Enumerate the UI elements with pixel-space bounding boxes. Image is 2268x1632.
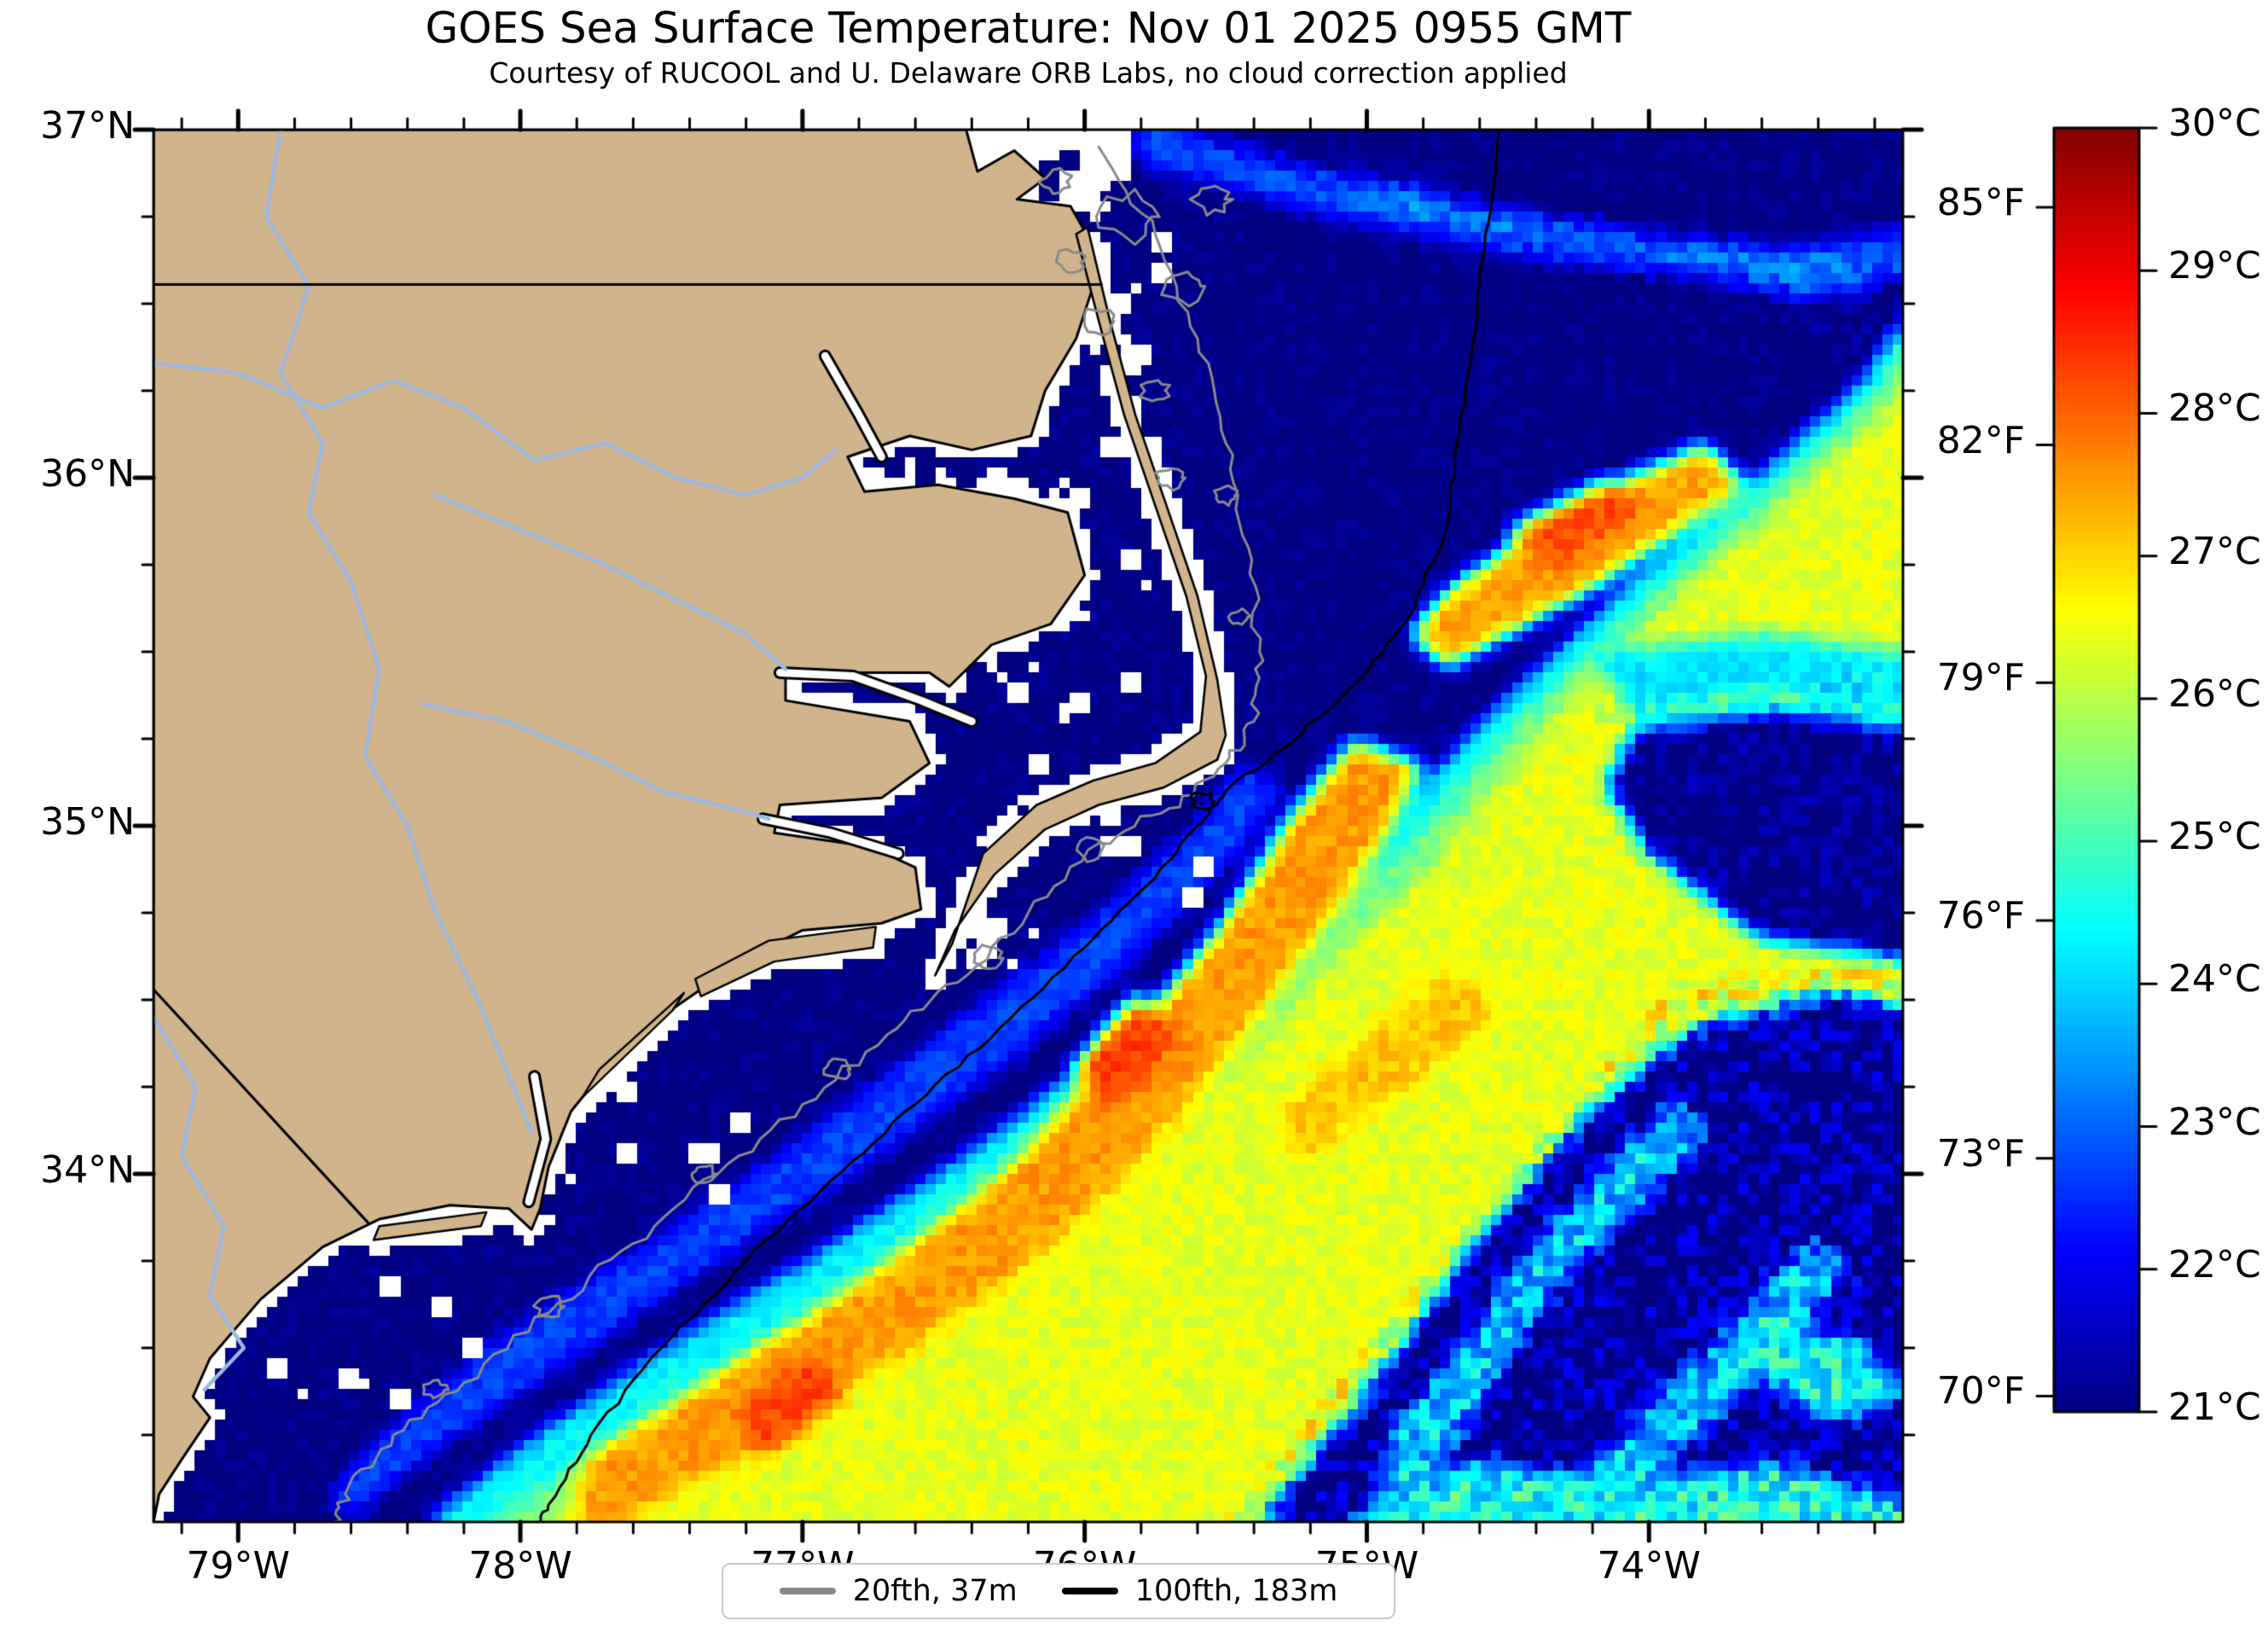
colorbar-celsius-label: 23°C: [2168, 1100, 2261, 1144]
x-tick-label: 74°W: [1597, 1544, 1702, 1588]
legend: 20fth, 37m 100fth, 183m: [722, 1563, 1395, 1619]
colorbar-celsius-label: 30°C: [2168, 102, 2261, 145]
legend-item-100fth: 100fth, 183m: [1061, 1574, 1338, 1608]
colorbar-fahrenheit-label: 73°F: [1936, 1131, 2025, 1176]
y-tick-label: 37°N: [40, 104, 135, 148]
colorbar-celsius-label: 25°C: [2168, 815, 2261, 859]
y-tick-label: 35°N: [40, 800, 135, 844]
x-tick-label: 78°W: [468, 1544, 572, 1588]
legend-label: 20fth, 37m: [852, 1574, 1018, 1608]
colorbar-celsius-label: 27°C: [2168, 529, 2261, 573]
colorbar-fahrenheit-label: 79°F: [1936, 656, 2025, 700]
colorbar-celsius-label: 24°C: [2168, 957, 2261, 1002]
colorbar-fahrenheit-label: 85°F: [1936, 180, 2025, 224]
colorbar-celsius-label: 22°C: [2168, 1242, 2261, 1286]
colorbar-fahrenheit-label: 82°F: [1936, 418, 2025, 462]
y-tick-label: 34°N: [40, 1148, 135, 1192]
colorbar-celsius-label: 29°C: [2168, 244, 2261, 288]
y-tick-label: 36°N: [40, 452, 135, 496]
page-subtitle: Courtesy of RUCOOL and U. Delaware ORB L…: [489, 56, 1568, 90]
colorbar-celsius-label: 21°C: [2168, 1385, 2261, 1429]
colorbar-celsius-label: 26°C: [2168, 671, 2261, 716]
contour-100fth-swatch: [1061, 1588, 1118, 1594]
page-title: GOES Sea Surface Temperature: Nov 01 202…: [425, 3, 1632, 53]
colorbar-celsius-label: 28°C: [2168, 386, 2261, 431]
colorbar-fahrenheit-label: 76°F: [1936, 894, 2025, 938]
colorbar-fahrenheit-label: 70°F: [1936, 1369, 2025, 1414]
legend-label: 100fth, 183m: [1134, 1574, 1338, 1608]
legend-item-20fth: 20fth, 37m: [779, 1574, 1018, 1608]
x-tick-label: 79°W: [186, 1544, 290, 1588]
contour-20fth-swatch: [779, 1588, 836, 1594]
